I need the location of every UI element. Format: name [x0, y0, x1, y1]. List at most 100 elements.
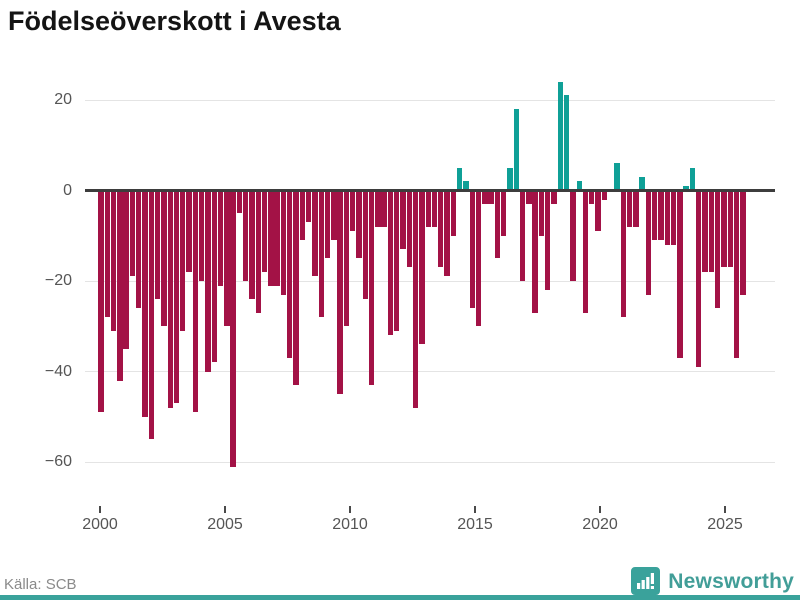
bar-2023-q1 — [677, 190, 683, 358]
bar-2005-q1 — [224, 190, 230, 327]
source-attribution: Källa: SCB — [4, 576, 77, 593]
bar-2006-q3 — [261, 190, 268, 272]
bar-2001-q2 — [129, 190, 136, 277]
bar-2009-q4 — [343, 190, 350, 327]
bar-2003-q2 — [180, 190, 186, 331]
bar-2021-q2 — [633, 190, 639, 227]
y-axis-label--60: −60 — [44, 453, 72, 470]
y-axis-label--40: −40 — [44, 362, 72, 380]
bar-2004-q2 — [205, 190, 211, 372]
bar-2013-q1 — [425, 190, 431, 227]
bar-2002-q2 — [154, 190, 161, 300]
bar-2022-q1 — [652, 190, 658, 241]
bar-2016-q4 — [519, 190, 526, 281]
x-axis-label-2025: 2025 — [707, 516, 743, 533]
brand-footer-stripe — [0, 595, 800, 600]
x-axis-label-2015: 2015 — [457, 516, 493, 533]
newsworthy-logo-icon — [631, 567, 661, 597]
y-axis-label-20: 20 — [54, 91, 72, 108]
bar-2000-q2 — [104, 190, 110, 318]
bar-2006-q4 — [268, 190, 274, 286]
bar-2008-q3 — [312, 190, 318, 277]
bar-2005-q2 — [230, 190, 236, 467]
bar-2012-q2 — [406, 190, 412, 268]
bar-2013-q4 — [444, 190, 450, 277]
bar-2008-q4 — [318, 190, 324, 318]
x-axis-tick-2010 — [349, 506, 351, 513]
bar-2024-q1 — [702, 190, 708, 272]
bar-2016-q3 — [513, 109, 519, 191]
bar-2009-q1 — [324, 190, 331, 259]
bar-2015-q3 — [488, 190, 494, 205]
bar-2007-q1 — [274, 190, 280, 286]
gridline-20 — [85, 99, 775, 101]
bar-2004-q4 — [217, 190, 224, 286]
bar-2020-q3 — [614, 163, 620, 191]
bar-2013-q2 — [431, 190, 438, 227]
x-axis-label-2005: 2005 — [207, 516, 243, 533]
bar-2006-q2 — [255, 190, 261, 313]
bar-2002-q4 — [167, 190, 173, 408]
bar-2012-q4 — [419, 190, 425, 345]
chart-title: Födelseöverskott i Avesta — [8, 6, 341, 36]
bar-2014-q1 — [450, 190, 457, 236]
bar-2007-q4 — [293, 190, 299, 386]
bar-2025-q3 — [740, 190, 746, 295]
bar-2017-q1 — [526, 190, 532, 205]
bar-2014-q3 — [463, 181, 469, 191]
bar-2020-q4 — [620, 190, 626, 318]
bar-2009-q3 — [337, 190, 343, 395]
bar-2000-q3 — [110, 190, 117, 331]
bar-2019-q4 — [595, 190, 601, 232]
bar-2022-q2 — [658, 190, 664, 241]
bar-2010-q1 — [349, 190, 356, 232]
bar-2008-q2 — [305, 190, 312, 223]
bar-2014-q4 — [469, 190, 475, 309]
bar-2003-q3 — [186, 190, 192, 272]
x-axis-label-2000: 2000 — [82, 516, 118, 533]
bar-2008-q1 — [299, 190, 306, 241]
bar-2018-q1 — [551, 190, 557, 205]
bar-2015-q2 — [482, 190, 488, 205]
y-axis-label-0: 0 — [63, 181, 72, 199]
bar-2011-q3 — [387, 190, 394, 336]
bar-2019-q2 — [582, 190, 589, 313]
bar-2024-q2 — [708, 190, 715, 272]
bar-2019-q1 — [576, 181, 582, 191]
bar-2023-q4 — [696, 190, 702, 367]
bar-2004-q3 — [211, 190, 217, 363]
bar-2011-q2 — [381, 190, 387, 227]
bar-2023-q3 — [689, 167, 696, 191]
x-axis-tick-2015 — [474, 506, 476, 513]
gridline--60 — [85, 461, 775, 463]
bar-2017-q3 — [538, 190, 545, 236]
bar-2007-q3 — [287, 190, 293, 358]
bar-2012-q1 — [400, 190, 406, 250]
bar-2016-q2 — [507, 167, 513, 191]
bar-2001-q4 — [142, 190, 148, 417]
bar-2024-q4 — [721, 190, 727, 268]
bar-2022-q3 — [664, 190, 670, 245]
bar-2005-q3 — [236, 190, 243, 214]
x-axis-label-2020: 2020 — [582, 516, 618, 533]
bar-2020-q1 — [601, 190, 608, 200]
bar-2011-q4 — [394, 190, 400, 331]
bar-2004-q1 — [198, 190, 205, 281]
bar-2023-q2 — [683, 185, 689, 191]
bar-2007-q2 — [280, 190, 287, 295]
bar-2018-q2 — [557, 81, 564, 191]
x-axis-tick-2020 — [599, 506, 601, 513]
bar-2019-q3 — [589, 190, 595, 205]
bar-2024-q3 — [714, 190, 721, 309]
bar-2022-q4 — [670, 190, 677, 245]
bar-2000-q4 — [117, 190, 123, 381]
bar-2011-q1 — [375, 190, 381, 227]
newsworthy-wordmark: Newsworthy — [668, 570, 794, 593]
bar-2005-q4 — [243, 190, 249, 281]
bar-2009-q2 — [331, 190, 337, 241]
gridline--20 — [85, 280, 775, 282]
bar-2003-q4 — [192, 190, 199, 413]
x-axis-tick-2000 — [99, 506, 101, 513]
newsworthy-logo: Newsworthy — [631, 567, 794, 597]
